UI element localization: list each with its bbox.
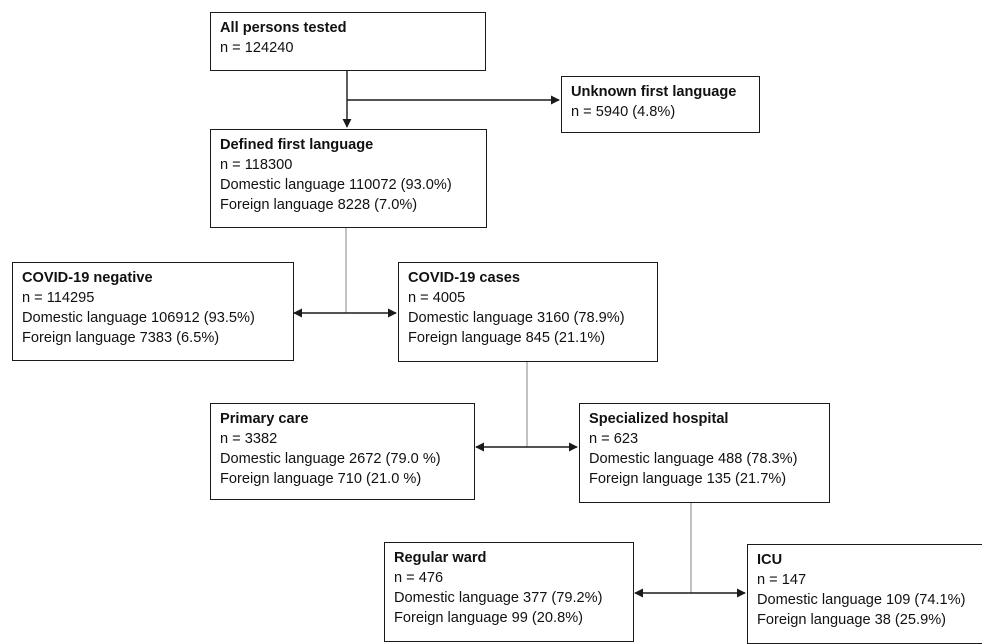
box-count: n = 476 xyxy=(394,570,444,586)
box-foreign: Foreign language 135 (21.7%) xyxy=(589,471,787,487)
box-count: n = 4005 xyxy=(408,290,466,306)
box-count: n = 5940 (4.8%) xyxy=(571,104,676,120)
box-title: Regular ward xyxy=(394,550,487,566)
box-title: Specialized hospital xyxy=(589,411,729,427)
box-covid-cases: COVID-19 cases n = 4005 Domestic languag… xyxy=(398,262,658,362)
box-count: n = 623 xyxy=(589,431,639,447)
box-foreign: Foreign language 99 (20.8%) xyxy=(394,610,584,626)
box-domestic: Domestic language 110072 (93.0%) xyxy=(220,177,452,193)
box-defined-first-language: Defined first language n = 118300 Domest… xyxy=(210,129,487,228)
box-all-persons-tested: All persons tested n = 124240 xyxy=(210,12,486,71)
box-domestic: Domestic language 488 (78.3%) xyxy=(589,451,798,467)
box-count: n = 114295 xyxy=(22,290,95,306)
box-title: Defined first language xyxy=(220,137,374,153)
box-title: All persons tested xyxy=(220,20,347,36)
box-specialized-hospital: Specialized hospital n = 623 Domestic la… xyxy=(579,403,830,503)
box-title: COVID-19 cases xyxy=(408,270,520,286)
box-count: n = 124240 xyxy=(220,40,294,56)
box-regular-ward: Regular ward n = 476 Domestic language 3… xyxy=(384,542,634,642)
box-unknown-first-language: Unknown first language n = 5940 (4.8%) xyxy=(561,76,760,133)
box-domestic: Domestic language 109 (74.1%) xyxy=(757,592,966,608)
box-domestic: Domestic language 106912 (93.5%) xyxy=(22,310,255,326)
box-title: Primary care xyxy=(220,411,309,427)
box-covid-negative: COVID-19 negative n = 114295 Domestic la… xyxy=(12,262,294,361)
box-foreign: Foreign language 845 (21.1%) xyxy=(408,330,606,346)
box-foreign: Foreign language 38 (25.9%) xyxy=(757,612,947,628)
box-foreign: Foreign language 8228 (7.0%) xyxy=(220,197,418,213)
box-foreign: Foreign language 710 (21.0 %) xyxy=(220,471,422,487)
box-title: COVID-19 negative xyxy=(22,270,153,286)
box-icu: ICU n = 147 Domestic language 109 (74.1%… xyxy=(747,544,982,644)
box-count: n = 3382 xyxy=(220,431,278,447)
box-count: n = 147 xyxy=(757,572,807,588)
box-title: ICU xyxy=(757,552,783,568)
box-count: n = 118300 xyxy=(220,157,293,173)
box-title: Unknown first language xyxy=(571,84,737,100)
box-primary-care: Primary care n = 3382 Domestic language … xyxy=(210,403,475,500)
box-domestic: Domestic language 2672 (79.0 %) xyxy=(220,451,441,467)
box-domestic: Domestic language 377 (79.2%) xyxy=(394,590,603,606)
box-foreign: Foreign language 7383 (6.5%) xyxy=(22,330,220,346)
box-domestic: Domestic language 3160 (78.9%) xyxy=(408,310,625,326)
